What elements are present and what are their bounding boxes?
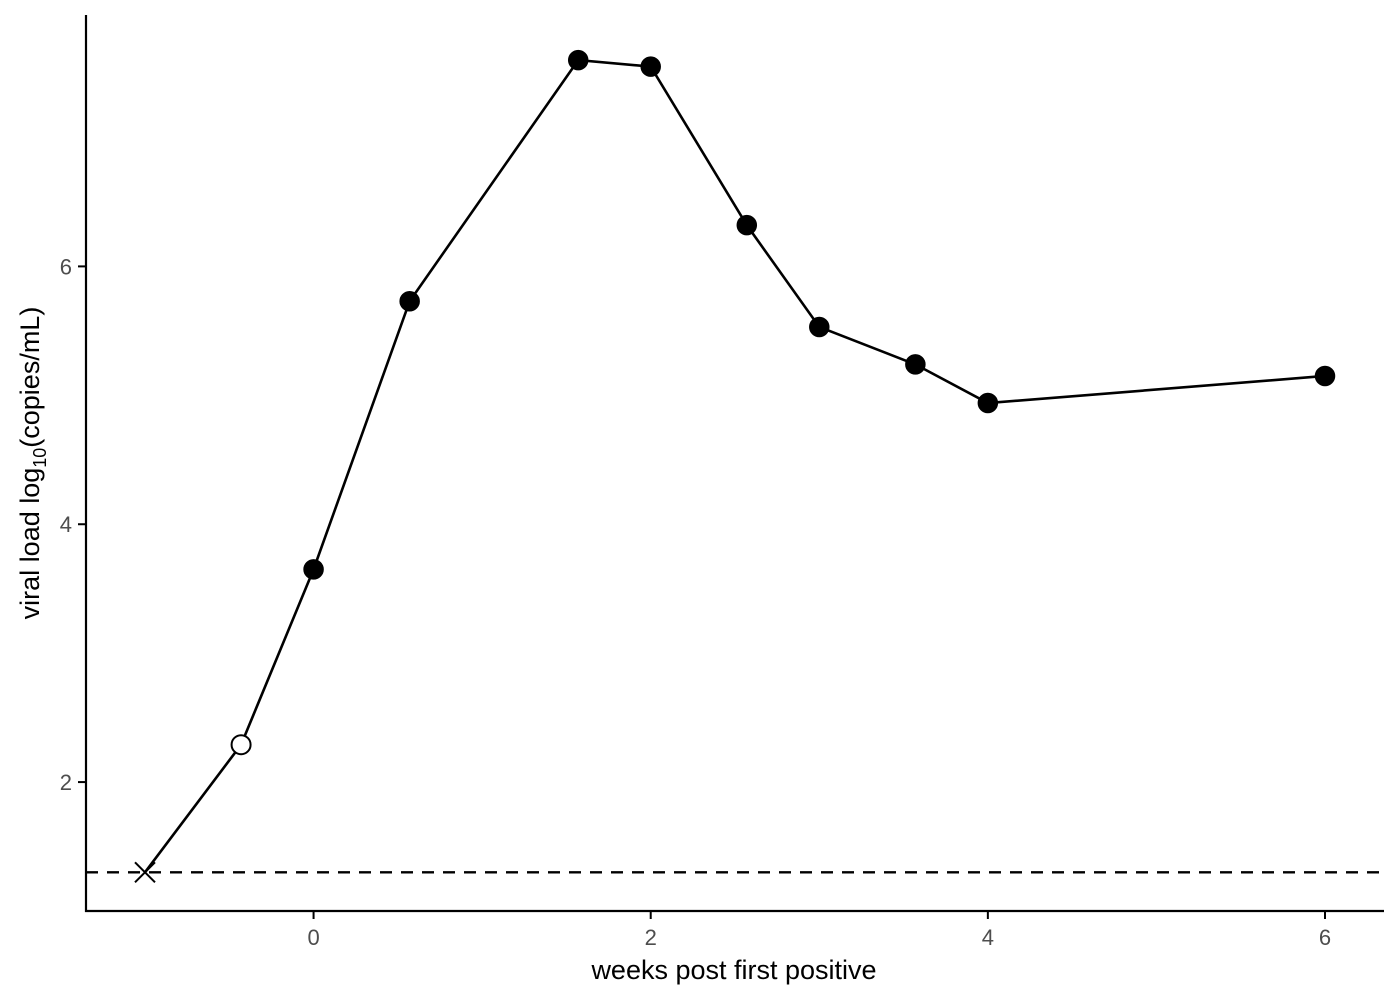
data-point [809,316,830,338]
x-tick-label: 4 [982,925,994,950]
y-tick-label: 6 [60,254,72,279]
data-point [567,49,589,71]
y-tick-label: 4 [60,512,72,537]
data-point [977,392,999,414]
y-axis-title: viral load log10(copies/mL) [15,307,50,620]
y-tick-label: 2 [60,770,72,795]
x-tick-label: 0 [307,925,319,950]
x-tick-label: 2 [645,925,657,950]
points-layer [134,49,1336,884]
x-axis-title: weeks post first positive [590,955,876,985]
y-axis-title-main: viral load log [15,468,45,620]
data-point [905,354,926,375]
data-point [1314,365,1336,387]
y-axis-title-tail: (copies/mL) [15,307,45,448]
data-point [736,214,758,236]
data-point [303,559,324,580]
data-point [399,290,420,312]
data-point-below-detection [134,861,156,884]
data-point-open [230,734,252,756]
data-point [640,56,661,77]
x-tick-label: 6 [1319,925,1331,950]
y-axis-title-subscript: 10 [30,448,50,468]
series-line [143,58,1326,874]
ticks-layer: 0 2 4 6 2 4 6 [60,254,1331,950]
